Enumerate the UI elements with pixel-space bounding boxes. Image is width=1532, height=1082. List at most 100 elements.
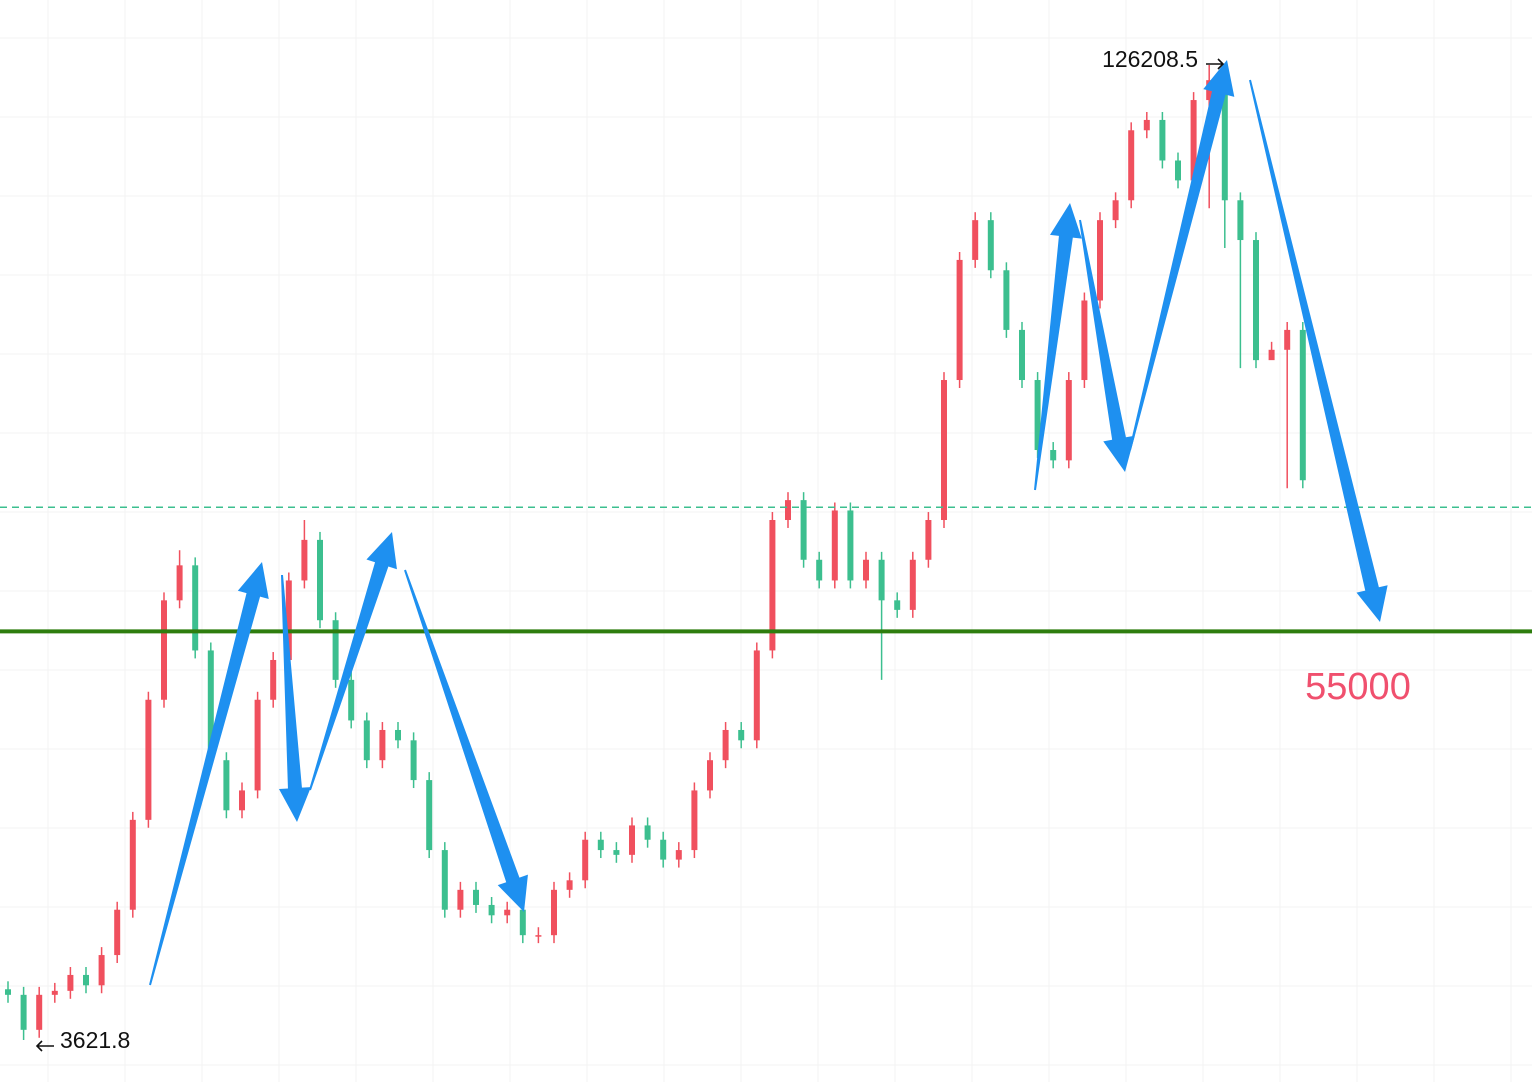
candle-body	[1019, 329, 1025, 381]
low-label: 3621.8	[60, 1027, 130, 1053]
candle-body	[753, 650, 760, 741]
candle-body	[800, 500, 807, 560]
candle-body	[363, 720, 370, 761]
candle-body	[660, 839, 667, 860]
candle-body	[176, 565, 183, 601]
candle-body	[161, 600, 167, 700]
candle-body	[1128, 130, 1135, 201]
candle-body	[1050, 450, 1057, 461]
candle-body	[223, 760, 230, 811]
candle-body	[332, 620, 339, 680]
candle-body	[426, 780, 433, 851]
candle-body	[1268, 349, 1275, 361]
candle-body	[114, 909, 121, 956]
candle-body	[769, 520, 776, 651]
support-label: 55000	[1305, 666, 1411, 708]
candle-body	[1097, 220, 1103, 301]
labels: 126208.5 3621.8 55000	[35, 46, 1411, 1053]
candle-body	[20, 994, 27, 1030]
candle-body	[535, 935, 542, 937]
candle-body	[987, 220, 994, 271]
candle-body	[1221, 80, 1228, 201]
trend-arrow	[1129, 60, 1235, 451]
candle-body	[613, 850, 620, 855]
candle-body	[972, 220, 979, 260]
candle-body	[909, 559, 916, 610]
trend-arrow	[309, 532, 397, 791]
candle-body	[5, 989, 11, 995]
candle-body	[1253, 240, 1259, 361]
candles	[5, 64, 1306, 1040]
candle-body	[83, 974, 89, 986]
candle-body	[51, 990, 58, 995]
candle-body	[317, 539, 323, 621]
trend-arrow	[404, 569, 528, 912]
candle-body	[816, 559, 823, 581]
candle-body	[488, 904, 495, 916]
candle-body	[270, 659, 277, 700]
candle-body	[207, 650, 214, 761]
candle-body	[738, 729, 745, 741]
candle-body	[551, 889, 557, 936]
candle-body	[36, 994, 43, 1030]
candle-body	[192, 565, 199, 651]
candle-body	[1112, 200, 1119, 221]
candle-body	[457, 889, 464, 910]
trend-arrow	[278, 574, 311, 822]
high-label-arrow	[1206, 58, 1225, 70]
trend-arrow	[1079, 219, 1135, 472]
candle-body	[519, 909, 526, 936]
candle-body	[285, 580, 292, 660]
candle-body	[1284, 329, 1291, 350]
candle-body	[254, 699, 261, 791]
candle-body	[831, 510, 838, 581]
trend-arrow	[1034, 203, 1082, 491]
high-label: 126208.5	[1102, 46, 1198, 72]
candle-body	[1175, 160, 1181, 181]
candle-body	[441, 850, 448, 910]
candle-body	[1034, 380, 1041, 451]
candle-body	[239, 790, 245, 811]
candle-body	[98, 955, 105, 986]
candle-body	[348, 679, 355, 721]
low-label-arrow	[35, 1040, 54, 1052]
candle-body	[785, 500, 791, 521]
candle-body	[956, 259, 963, 381]
candle-body	[847, 510, 854, 581]
candle-body	[582, 839, 589, 881]
candle-body	[1159, 119, 1166, 161]
trend-arrow	[149, 562, 269, 986]
candle-body	[644, 825, 651, 840]
candle-body	[597, 839, 604, 851]
candle-body	[691, 790, 698, 851]
candle-body	[894, 600, 901, 610]
candle-body	[941, 380, 947, 521]
candle-body	[1299, 329, 1306, 481]
candle-body	[473, 889, 479, 905]
candle-body	[129, 819, 136, 910]
candle-body	[1065, 380, 1072, 461]
candle-body	[925, 520, 932, 560]
candle-body	[301, 539, 308, 581]
candle-body	[1081, 300, 1088, 381]
candle-body	[145, 699, 152, 820]
candle-body	[566, 880, 573, 890]
candle-body	[1143, 119, 1150, 131]
candle-body	[675, 850, 682, 860]
candle-body	[379, 729, 386, 761]
candle-body	[1190, 100, 1197, 181]
candle-body	[863, 559, 869, 581]
candle-body	[707, 760, 713, 791]
candle-body	[629, 825, 635, 855]
candle-body	[410, 740, 417, 781]
candle-body	[395, 729, 401, 741]
candle-body	[722, 729, 729, 761]
trend-arrows	[149, 60, 1388, 986]
trend-arrow	[1249, 79, 1388, 622]
candle-body	[1237, 200, 1244, 241]
level-lines	[0, 506, 1532, 634]
candle-body	[1003, 270, 1010, 330]
candle-body	[67, 974, 74, 991]
